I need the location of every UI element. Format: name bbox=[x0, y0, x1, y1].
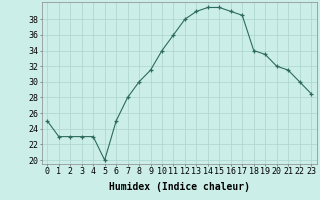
X-axis label: Humidex (Indice chaleur): Humidex (Indice chaleur) bbox=[109, 182, 250, 192]
